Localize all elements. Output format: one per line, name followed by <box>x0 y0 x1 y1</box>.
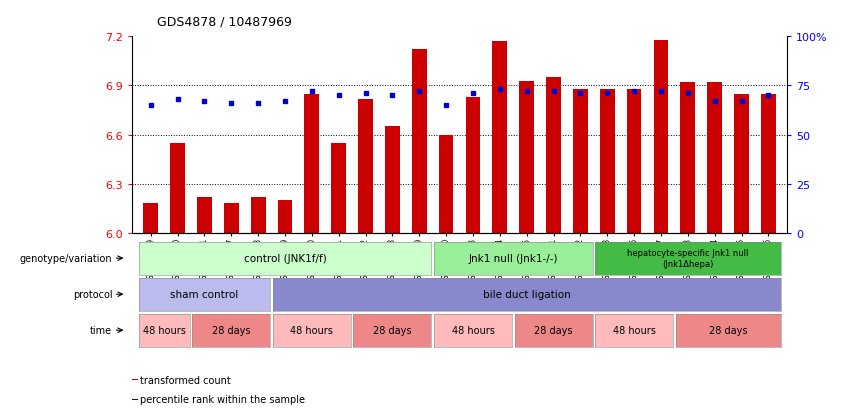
Bar <box>224 204 238 233</box>
Bar <box>465 97 480 233</box>
Text: 48 hours: 48 hours <box>290 325 334 335</box>
Bar <box>385 127 400 233</box>
Bar <box>493 42 507 233</box>
Text: hepatocyte-specific Jnk1 null
(Jnk1Δhepa): hepatocyte-specific Jnk1 null (Jnk1Δhepa… <box>627 249 749 268</box>
Text: transformed count: transformed count <box>140 375 231 385</box>
Text: time: time <box>90 325 112 335</box>
Text: sham control: sham control <box>170 290 238 299</box>
Text: 48 hours: 48 hours <box>143 325 186 335</box>
Bar <box>197 197 212 233</box>
Bar <box>600 90 614 233</box>
Bar <box>761 95 776 233</box>
Text: control (JNK1f/f): control (JNK1f/f) <box>243 254 326 263</box>
Text: 48 hours: 48 hours <box>613 325 655 335</box>
Bar <box>519 81 534 233</box>
Bar <box>439 135 454 233</box>
Text: 28 days: 28 days <box>534 325 573 335</box>
Bar <box>681 83 695 233</box>
Bar <box>626 90 642 233</box>
Bar <box>412 50 426 233</box>
Bar <box>305 95 319 233</box>
Bar <box>277 201 293 233</box>
Text: Jnk1 null (Jnk1-/-): Jnk1 null (Jnk1-/-) <box>469 254 558 263</box>
Bar <box>132 399 138 400</box>
Bar <box>573 90 588 233</box>
Text: genotype/variation: genotype/variation <box>20 254 112 263</box>
Text: 28 days: 28 days <box>212 325 250 335</box>
Text: GDS4878 / 10487969: GDS4878 / 10487969 <box>157 16 292 29</box>
Bar <box>734 95 749 233</box>
Bar <box>132 379 138 380</box>
Bar <box>358 99 373 233</box>
Bar <box>546 78 561 233</box>
Text: 28 days: 28 days <box>373 325 412 335</box>
Bar <box>143 204 158 233</box>
Bar <box>251 197 266 233</box>
Bar <box>654 40 668 233</box>
Text: bile duct ligation: bile duct ligation <box>483 290 570 299</box>
Text: 28 days: 28 days <box>709 325 747 335</box>
Bar <box>331 143 346 233</box>
Bar <box>170 143 185 233</box>
Text: 48 hours: 48 hours <box>452 325 494 335</box>
Text: percentile rank within the sample: percentile rank within the sample <box>140 394 305 404</box>
Text: protocol: protocol <box>72 290 112 299</box>
Bar <box>707 83 722 233</box>
